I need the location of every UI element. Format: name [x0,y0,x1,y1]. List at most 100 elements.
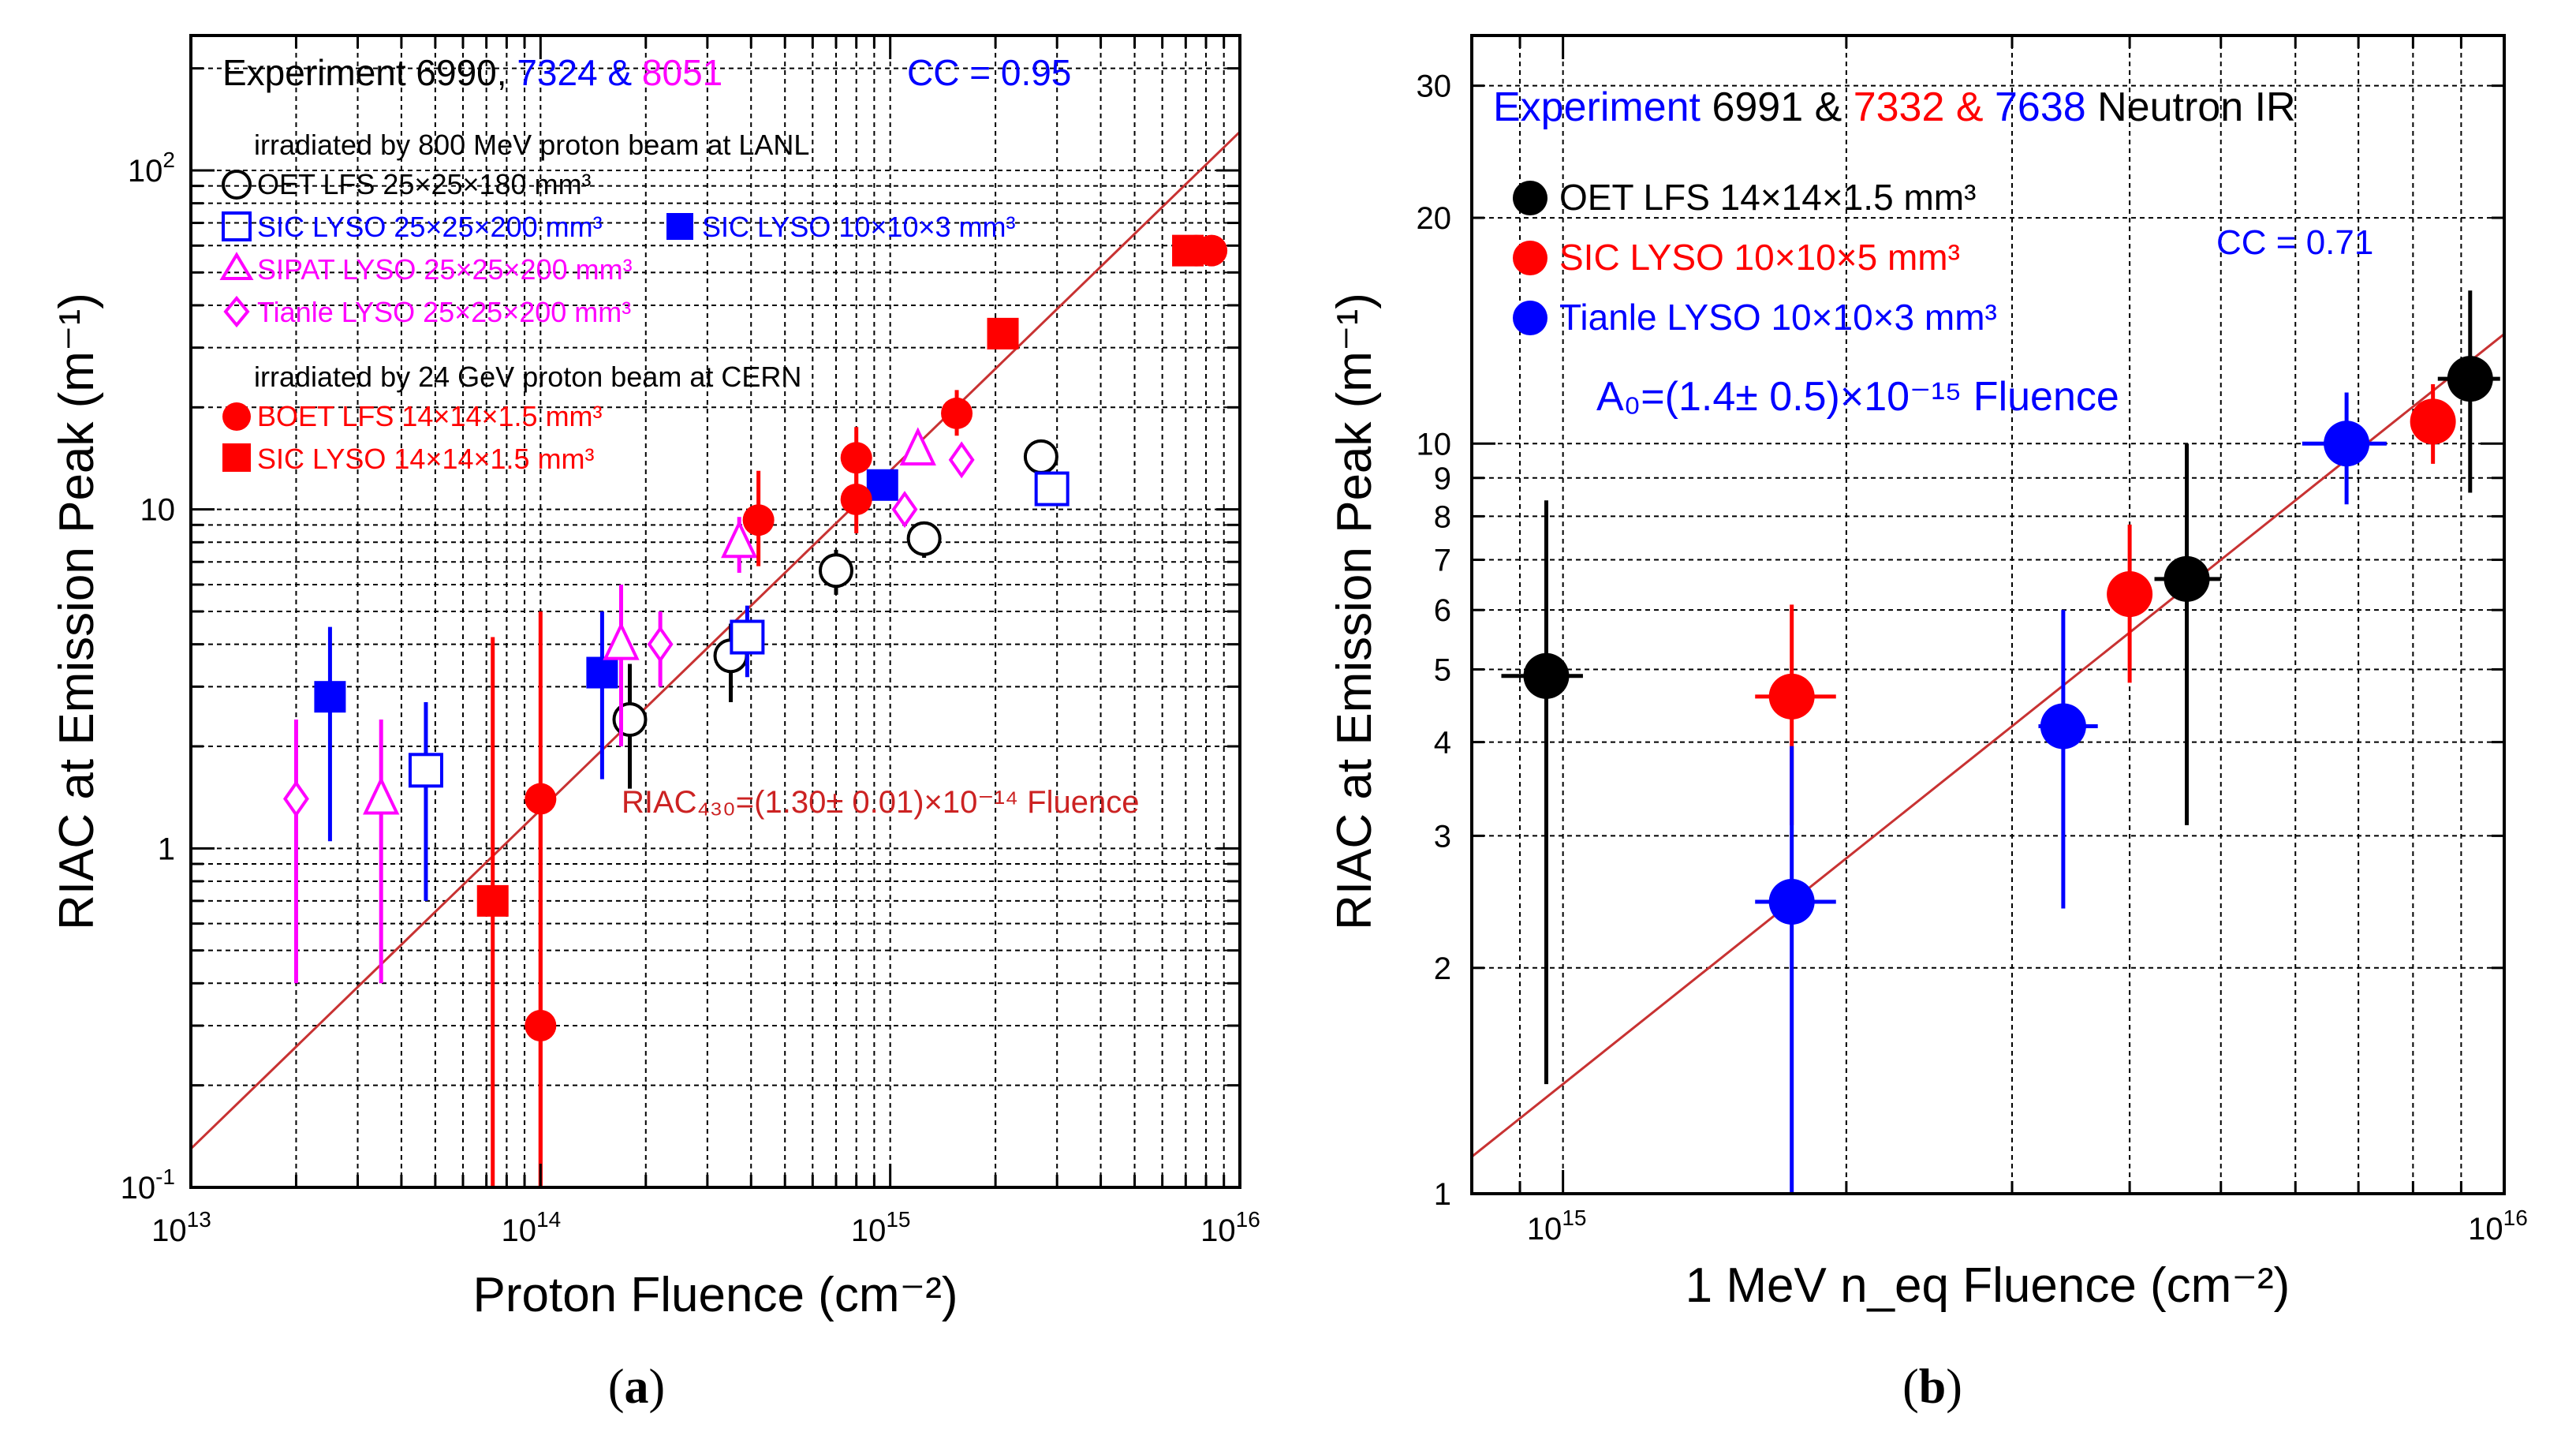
panel-a-header: Experiment 6990, 7324 & 8051 [222,52,722,93]
panel-a-section-lanl: irradiated by 800 MeV proton beam at LAN… [254,129,809,161]
panel-a-header-experiment: Experiment 6990, [222,52,517,93]
panel-a-y-axis-label: RIAC at Emission Peak (m⁻¹) [50,293,104,930]
panel-b-header-neutron: Neutron IR [2086,84,2296,130]
panel-b-data-points [1501,290,2500,1194]
data-point [1523,652,1570,699]
y-tick-label: 30 [1417,69,1452,104]
data-point [1172,234,1204,267]
panel-b-legend: OET LFS 14×14×1.5 mm³ SIC LYSO 10×10×5 m… [1513,177,1997,338]
legend-label: SIPAT LYSO 25×25×200 mm³ [257,253,633,286]
x-tick-label: 1015 [1527,1206,1587,1247]
series-square-open [408,471,1070,901]
legend-marker-triangle-open [219,252,254,280]
y-tick-label: 8 [1434,499,1451,534]
legend-label: OET LFS 14×14×1.5 mm³ [1559,177,1976,218]
legend-marker-square-filled [666,213,693,240]
legend-marker-circle-filled [1513,301,1547,335]
legend-label: SIC LYSO 25×25×200 mm³ [257,211,603,243]
y-tick-label: 1 [1434,1177,1451,1212]
legend-label: BOET LFS 14×14×1.5 mm³ [257,400,603,432]
data-point [525,1009,557,1041]
legend-marker-circle-filled [222,402,251,431]
y-tick-label: 10 [1417,427,1452,462]
data-point [1196,234,1228,267]
data-point [866,469,898,501]
panel-b-cc: CC = 0.71 [2216,223,2373,262]
panel-a: 1013 1014 1015 1016 10-1 1 10 102 Experiment 69… [50,34,1260,1414]
data-point [730,619,765,655]
panel-a-tick-labels: 1013 1014 1015 1016 10-1 1 10 102 [121,148,1260,1248]
data-point [2163,555,2210,602]
legend-label: SIC LYSO 14×14×1.5 mm³ [257,443,595,475]
data-point [906,521,942,556]
legend-marker-circle-filled [1513,241,1547,275]
data-point [2324,421,2370,467]
series-circle-filled [1755,392,2387,1194]
y-tick-label: 20 [1417,201,1452,236]
panel-b-header: Experiment 6991 & 7332 & 7638 Neutron IR [1493,84,2296,130]
series-circle-filled [1501,290,2500,1085]
legend-label: Tianle LYSO 25×25×200 mm³ [257,296,631,328]
legend-label: OET LFS 25×25×180 mm³ [257,168,592,200]
legend-marker-square-filled [222,443,251,472]
legend-marker-circle-filled [1513,181,1547,215]
data-point [742,504,775,536]
panel-b-plot-frame [1470,34,2506,1195]
data-point [314,681,346,713]
panel-b-fit-line [1472,333,2504,1158]
y-tick-label: 102 [128,148,175,189]
panel-a-header-7324: 7324 & [517,52,642,93]
data-point [721,519,758,559]
data-point [2107,571,2153,618]
panel-b-y-axis-label: RIAC at Emission Peak (m⁻¹) [1327,293,1382,930]
data-point [408,753,443,788]
legend-marker-circle-open [222,170,252,200]
panel-a-ticks [189,36,1241,1189]
panel-a-fit-label: RIAC₄₃₀=(1.30± 0.01)×10⁻¹⁴ Fluence [622,785,1139,820]
data-point [2410,398,2456,445]
data-point [1023,439,1058,474]
data-point [1768,673,1815,720]
data-point [476,884,509,917]
x-tick-label: 1014 [502,1207,562,1248]
series-square-filled [476,234,1204,1187]
data-point [603,621,640,660]
data-point [586,656,618,689]
legend-label: Tianle LYSO 10×10×3 mm³ [1559,297,1997,338]
data-point [840,442,872,474]
y-tick-label: 3 [1434,819,1451,854]
panel-a-header-8051: 8051 [642,52,722,93]
data-point [941,397,973,429]
data-point [2040,703,2086,750]
series-square-filled [314,469,898,842]
panel-a-caption-letter: a [625,1360,649,1414]
data-point [891,491,918,529]
x-tick-label: 1013 [151,1207,211,1248]
panel-b-caption-letter: b [1919,1360,1946,1414]
panel-b-header-7638: 7638 [1995,84,2086,130]
y-tick-label: 9 [1434,462,1451,496]
x-tick-label: 1016 [1200,1207,1260,1248]
y-tick-label: 5 [1434,652,1451,687]
y-tick-label: 7 [1434,544,1451,578]
data-point [840,484,872,516]
panel-b-caption: (b) [1902,1360,1962,1414]
y-tick-label: 2 [1434,951,1451,986]
panel-a-cc: CC = 0.95 [907,52,1071,93]
data-point [363,776,400,815]
panel-a-x-axis-label: Proton Fluence (cm⁻²) [472,1268,958,1322]
y-tick-label: 6 [1434,593,1451,628]
panel-a-caption: (a) [608,1360,665,1414]
panel-b-x-axis-label: 1 MeV n_eq Fluence (cm⁻²) [1686,1258,2290,1313]
series-diamond-open [283,441,975,984]
panel-b-ticks [1470,36,2506,1195]
fit-line [191,130,1240,1150]
panel-b-header-6991: 6991 & [1712,84,1853,130]
y-tick-label: 1 [158,832,175,866]
data-point [283,780,309,818]
legend-label: SIC LYSO 10×10×5 mm³ [1559,237,1960,278]
data-point [818,553,853,589]
